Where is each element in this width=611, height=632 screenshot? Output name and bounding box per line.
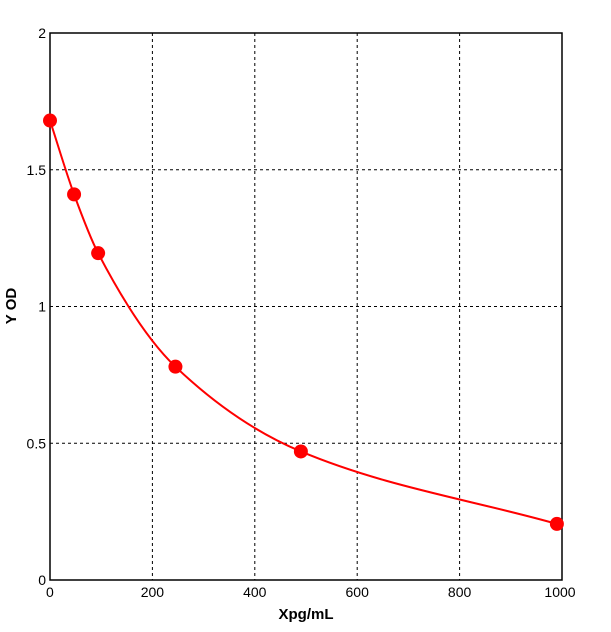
x-tick-label-3: 600 bbox=[346, 584, 370, 600]
data-point-3 bbox=[168, 359, 183, 374]
plot-background bbox=[50, 33, 562, 580]
data-point-0 bbox=[43, 113, 57, 128]
y-axis-title: Y OD bbox=[3, 288, 20, 325]
y-tick-label-1: 0.5 bbox=[27, 435, 47, 451]
x-tick-label-1: 200 bbox=[141, 584, 165, 600]
data-point-4 bbox=[293, 444, 308, 459]
grid-lines bbox=[50, 33, 562, 580]
y-tick-label-3: 1.5 bbox=[27, 162, 47, 178]
y-tick-label-4: 2 bbox=[38, 25, 46, 41]
x-tick-label-2: 400 bbox=[243, 584, 267, 600]
x-tick-label-4: 800 bbox=[448, 584, 472, 600]
x-axis-title: Xpg/mL bbox=[279, 606, 334, 623]
x-tick-label-5: 1000 bbox=[544, 584, 575, 600]
data-point-5 bbox=[549, 516, 564, 531]
y-tick-label-2: 1 bbox=[38, 299, 46, 315]
plot-frame bbox=[49, 32, 563, 581]
y-tick-label-0: 0 bbox=[38, 572, 46, 588]
data-point-2 bbox=[91, 246, 106, 261]
axis-tick-labels: 0 200 400 600 800 1000 0 0.5 1 1.5 2 bbox=[27, 25, 576, 600]
data-points bbox=[43, 113, 564, 531]
data-point-1 bbox=[67, 187, 82, 202]
x-tick-label-0: 0 bbox=[46, 584, 54, 600]
